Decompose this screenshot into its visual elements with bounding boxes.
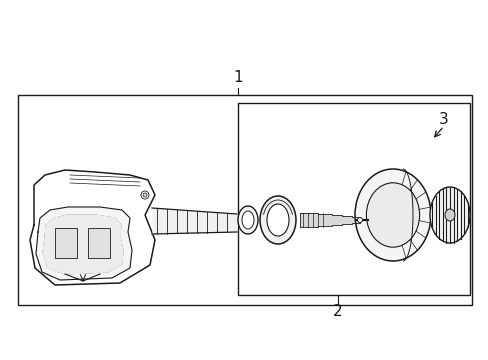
- Polygon shape: [43, 215, 123, 274]
- Ellipse shape: [141, 191, 149, 199]
- Text: 1: 1: [233, 71, 243, 85]
- Polygon shape: [30, 170, 155, 285]
- Bar: [55, 228, 77, 258]
- Text: 3: 3: [438, 112, 448, 127]
- Ellipse shape: [266, 204, 288, 236]
- Ellipse shape: [354, 169, 430, 261]
- Text: 2: 2: [332, 305, 342, 320]
- Ellipse shape: [357, 217, 362, 222]
- Ellipse shape: [242, 211, 253, 229]
- Ellipse shape: [260, 196, 295, 244]
- Ellipse shape: [444, 209, 454, 221]
- Bar: [238, 103, 469, 295]
- Ellipse shape: [238, 206, 258, 234]
- Ellipse shape: [366, 183, 419, 247]
- Ellipse shape: [429, 187, 469, 243]
- Ellipse shape: [142, 193, 147, 197]
- Polygon shape: [36, 207, 132, 280]
- Bar: [18, 95, 471, 305]
- Bar: [88, 228, 110, 258]
